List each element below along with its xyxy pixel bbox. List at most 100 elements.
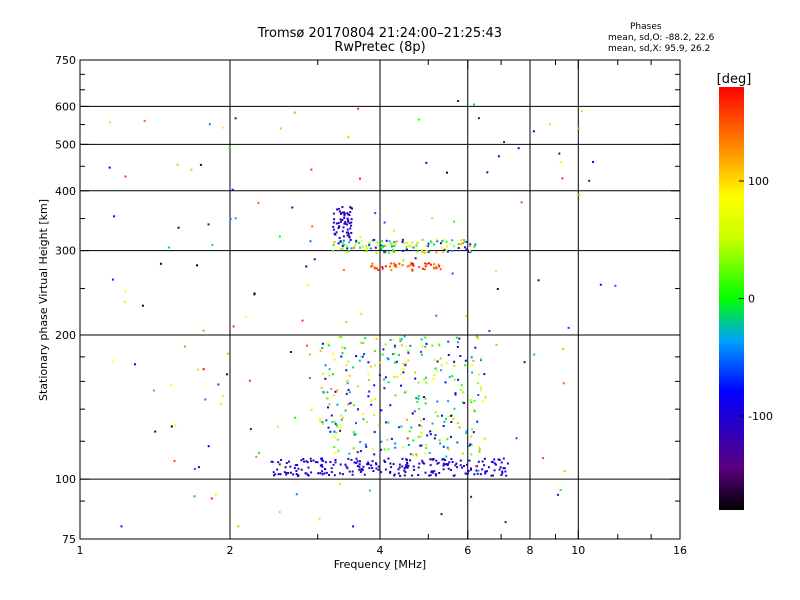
data-point (257, 201, 260, 204)
data-point (332, 249, 335, 252)
data-point (393, 352, 396, 355)
data-point (337, 207, 340, 210)
data-point (417, 395, 420, 397)
data-point (338, 335, 341, 338)
data-point (471, 444, 473, 447)
data-point (440, 364, 443, 367)
data-point (416, 400, 419, 403)
data-point (355, 239, 358, 242)
data-point (485, 470, 488, 473)
data-point (373, 350, 376, 352)
data-point (404, 364, 407, 367)
data-point (468, 249, 471, 252)
data-point (348, 236, 351, 239)
data-point (446, 464, 449, 466)
data-point (443, 463, 446, 466)
data-point (359, 468, 362, 471)
data-point (375, 463, 378, 466)
data-point (426, 245, 429, 248)
data-point (307, 474, 310, 477)
data-point (392, 248, 394, 251)
data-point (446, 171, 448, 174)
data-point (349, 211, 352, 213)
data-point (380, 409, 383, 412)
data-point (406, 462, 409, 465)
data-point (280, 459, 283, 461)
data-point (420, 444, 423, 447)
data-point (394, 394, 397, 397)
data-point (373, 431, 376, 433)
data-point (334, 461, 337, 464)
data-point (334, 390, 337, 393)
data-point (370, 265, 372, 268)
data-point (467, 250, 470, 253)
data-point (462, 452, 464, 455)
data-point (320, 386, 323, 389)
data-point (381, 353, 384, 356)
data-point (349, 227, 352, 230)
data-point (343, 243, 346, 246)
data-point (363, 353, 366, 355)
data-point (505, 474, 508, 477)
data-point (478, 373, 480, 376)
data-point (442, 464, 445, 467)
colorbar-unit: [deg] (717, 72, 752, 87)
data-point (463, 402, 466, 404)
data-point (390, 437, 393, 440)
data-point (345, 465, 348, 468)
data-point (339, 240, 342, 243)
data-point (210, 497, 213, 500)
data-point (424, 345, 427, 348)
data-point (343, 213, 346, 215)
data-point (365, 250, 368, 253)
data-point (483, 373, 486, 376)
data-point (445, 362, 448, 365)
data-point (404, 471, 407, 474)
data-point (248, 379, 251, 382)
data-point (420, 350, 423, 353)
data-point (109, 121, 112, 124)
data-point (332, 394, 335, 397)
data-point (384, 343, 387, 346)
data-point (480, 389, 483, 392)
data-point (356, 460, 359, 463)
data-point (295, 470, 298, 472)
data-point (368, 379, 371, 381)
data-point (425, 250, 427, 253)
data-point (295, 473, 298, 475)
data-point (339, 248, 342, 251)
axis-ticks: 1 2 4 6 8 10 16 75 100 200 300 400 500 600 750 (55, 54, 687, 557)
data-point (352, 431, 355, 434)
data-point (402, 259, 405, 262)
data-point (461, 401, 464, 404)
data-point (556, 493, 559, 496)
data-point (453, 364, 456, 367)
data-point (401, 264, 404, 267)
data-point (453, 360, 456, 363)
data-point (420, 353, 423, 356)
data-point (400, 344, 403, 347)
data-point (405, 248, 408, 251)
data-point (347, 388, 350, 391)
data-point (367, 395, 370, 398)
data-point (342, 416, 344, 419)
data-point (425, 342, 428, 345)
data-point (120, 525, 123, 528)
data-point (367, 361, 370, 364)
data-point (368, 489, 371, 492)
data-point (333, 218, 336, 221)
data-point (437, 263, 440, 266)
data-point (407, 359, 410, 362)
data-point (394, 344, 396, 347)
data-point (320, 457, 323, 460)
data-point (405, 458, 408, 461)
data-point (449, 435, 452, 438)
data-point (477, 394, 480, 396)
data-point (350, 221, 353, 224)
data-point (393, 346, 396, 349)
data-point (371, 460, 374, 463)
data-point (441, 240, 444, 243)
data-point (219, 402, 222, 405)
data-points (108, 100, 617, 528)
data-point (399, 373, 402, 376)
